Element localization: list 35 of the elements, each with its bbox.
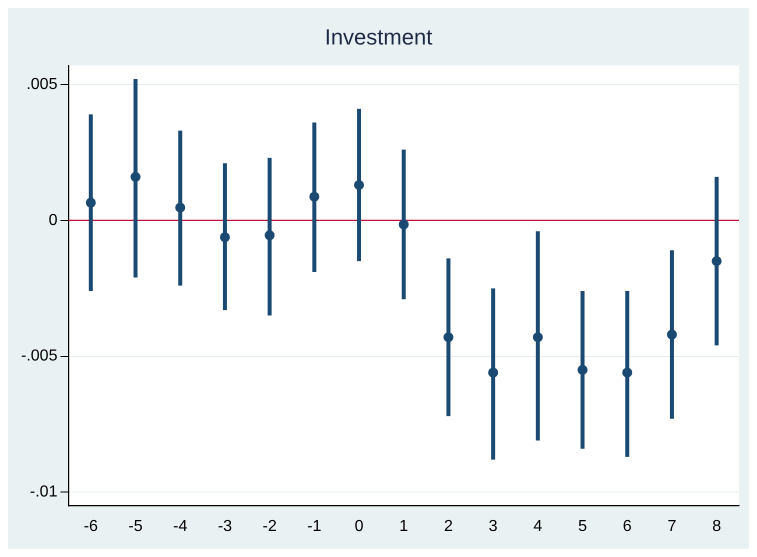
y-tick-label: -.01 bbox=[30, 484, 58, 501]
point bbox=[264, 230, 275, 240]
x-tick-label: -1 bbox=[307, 518, 322, 535]
x-tick-label: 5 bbox=[578, 518, 588, 535]
point bbox=[86, 198, 96, 208]
point bbox=[443, 332, 454, 342]
x-tick-label: -2 bbox=[262, 518, 277, 535]
x-tick-label: 6 bbox=[622, 518, 632, 535]
x-tick-label: 3 bbox=[488, 518, 498, 535]
point bbox=[309, 192, 320, 202]
point bbox=[578, 364, 588, 375]
x-tick-label: 7 bbox=[667, 518, 676, 535]
x-tick-label: 1 bbox=[399, 518, 408, 535]
point bbox=[398, 219, 409, 230]
x-tick-label: -6 bbox=[84, 518, 98, 535]
x-tick-label: 2 bbox=[444, 518, 453, 535]
y-tick-label: 0 bbox=[48, 212, 58, 229]
point bbox=[175, 202, 186, 213]
y-tick-label: -.005 bbox=[21, 348, 58, 365]
point bbox=[532, 332, 543, 342]
x-tick-label: 8 bbox=[712, 518, 722, 535]
x-tick-label: -3 bbox=[218, 518, 232, 535]
x-tick-label: 4 bbox=[533, 518, 542, 535]
x-tick-label: 0 bbox=[354, 518, 364, 535]
chart-title: Investment bbox=[324, 24, 432, 50]
x-tick-label: -5 bbox=[128, 518, 143, 535]
point bbox=[488, 368, 498, 378]
point bbox=[666, 330, 677, 340]
x-tick-label: -4 bbox=[173, 518, 188, 535]
point bbox=[622, 368, 632, 378]
point bbox=[220, 232, 230, 242]
y-tick-label: .005 bbox=[26, 76, 58, 93]
point bbox=[130, 172, 141, 182]
point bbox=[354, 180, 364, 190]
point bbox=[712, 256, 722, 266]
